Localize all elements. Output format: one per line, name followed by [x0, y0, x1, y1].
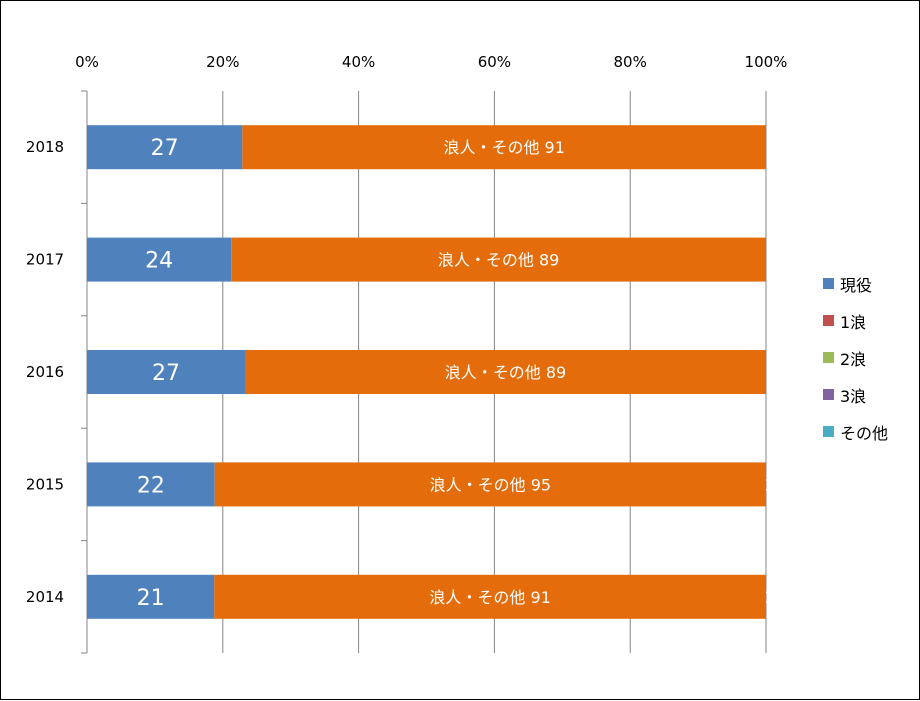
legend-item: その他	[823, 413, 919, 450]
x-tick-label: 80%	[614, 53, 647, 71]
x-tick-label: 40%	[342, 53, 375, 71]
category-label: 2016	[26, 363, 64, 381]
x-tick-label: 20%	[206, 53, 239, 71]
legend-swatch	[823, 389, 834, 400]
bar-segment-ronin-sonota	[231, 237, 766, 282]
legend-item: 1浪	[823, 302, 919, 339]
data-label: 27	[152, 361, 180, 386]
legend: 現役 1浪 2浪 3浪その他	[823, 265, 919, 450]
category-label: 2014	[26, 588, 64, 606]
data-label: 27	[151, 136, 179, 161]
x-tick-label: 60%	[478, 53, 511, 71]
bar-segment-genyaku	[87, 574, 215, 619]
legend-label: 現役	[840, 275, 873, 295]
data-label: 24	[145, 249, 173, 274]
bar-segment-genyaku	[87, 462, 215, 507]
data-label: 21	[137, 586, 165, 611]
legend-item: 現役	[823, 265, 919, 302]
legend-swatch	[823, 278, 834, 289]
x-tick-label: 100%	[745, 53, 788, 71]
legend-swatch	[823, 352, 834, 363]
bar-segment-genyaku	[87, 237, 232, 282]
category-label: 2017	[26, 251, 64, 269]
bar-segment-ronin-sonota	[214, 574, 766, 619]
legend-item: 2浪	[823, 339, 919, 376]
data-label: 浪人・その他 89	[445, 363, 566, 382]
legend-label: 3浪	[840, 386, 867, 406]
legend-label: 1浪	[840, 312, 867, 332]
bar-segment-ronin-sonota	[242, 125, 767, 170]
legend-item: 3浪	[823, 376, 919, 413]
legend-swatch	[823, 426, 834, 437]
data-label: 浪人・その他 91	[443, 138, 564, 157]
data-label: 22	[137, 473, 165, 498]
data-label: 浪人・その他 89	[438, 251, 559, 270]
data-label: 浪人・その他 95	[430, 475, 551, 494]
legend-label: その他	[840, 423, 889, 443]
legend-label: 2浪	[840, 349, 867, 369]
bar-segment-genyaku	[87, 350, 246, 394]
bar-segment-ronin-sonota	[245, 350, 767, 394]
category-label: 2015	[26, 475, 64, 493]
data-label: 浪人・その他 91	[429, 588, 550, 607]
legend-swatch	[823, 315, 834, 326]
bar-segment-ronin-sonota	[214, 462, 766, 507]
x-tick-label: 0%	[75, 53, 99, 71]
category-label: 2018	[26, 138, 64, 156]
bar-segment-genyaku	[87, 125, 243, 170]
